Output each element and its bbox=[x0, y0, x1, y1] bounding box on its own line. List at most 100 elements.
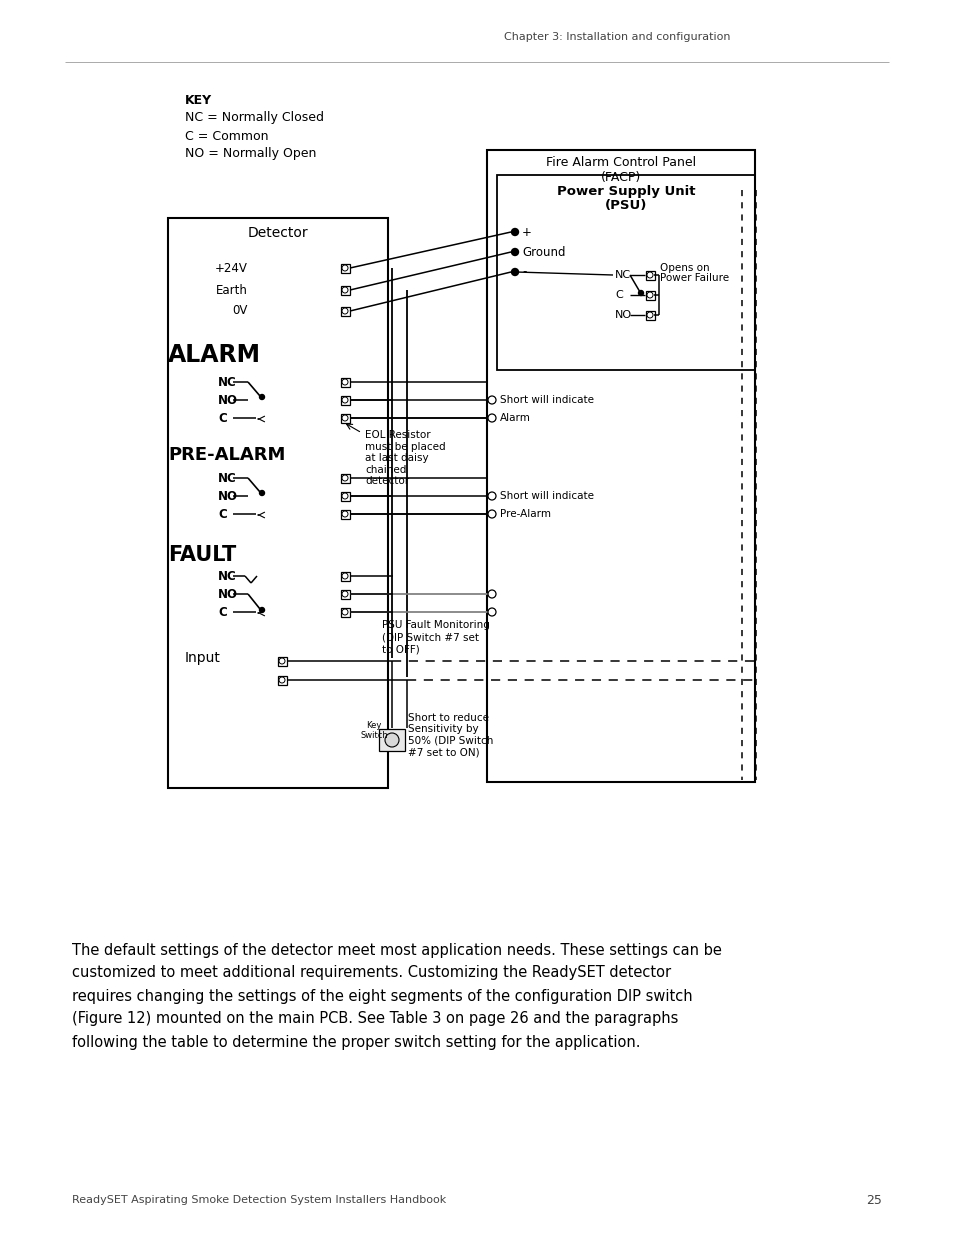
Text: Earth: Earth bbox=[216, 284, 248, 296]
Text: KEY: KEY bbox=[185, 94, 212, 106]
Circle shape bbox=[385, 734, 398, 747]
Text: Chapter 3: Installation and configuration: Chapter 3: Installation and configuratio… bbox=[503, 32, 730, 42]
Circle shape bbox=[259, 394, 264, 399]
Text: NC: NC bbox=[218, 472, 236, 484]
Text: NO: NO bbox=[615, 310, 632, 320]
Text: NO: NO bbox=[218, 394, 237, 406]
Text: C: C bbox=[218, 508, 227, 520]
Circle shape bbox=[341, 511, 348, 517]
Circle shape bbox=[488, 510, 496, 517]
Text: NO = Normally Open: NO = Normally Open bbox=[185, 147, 316, 161]
Text: (DIP Switch #7 set: (DIP Switch #7 set bbox=[381, 632, 478, 642]
Circle shape bbox=[488, 396, 496, 404]
Bar bbox=[168, 219, 388, 788]
Text: Opens on: Opens on bbox=[659, 263, 709, 273]
Text: NC: NC bbox=[615, 270, 631, 280]
Text: +: + bbox=[521, 226, 532, 238]
Text: Pre-Alarm: Pre-Alarm bbox=[499, 509, 551, 519]
Text: PSU Fault Monitoring: PSU Fault Monitoring bbox=[381, 620, 489, 630]
Circle shape bbox=[341, 475, 348, 480]
Text: C: C bbox=[218, 605, 227, 619]
Circle shape bbox=[646, 291, 652, 298]
Circle shape bbox=[341, 308, 348, 314]
Bar bbox=[340, 572, 350, 580]
Bar bbox=[277, 676, 287, 685]
Circle shape bbox=[341, 379, 348, 385]
Text: to OFF): to OFF) bbox=[381, 643, 419, 655]
Bar bbox=[340, 378, 350, 387]
Text: FAULT: FAULT bbox=[168, 545, 236, 564]
Text: (FACP): (FACP) bbox=[600, 170, 640, 184]
Text: The default settings of the detector meet most application needs. These settings: The default settings of the detector mee… bbox=[71, 942, 721, 957]
Bar bbox=[340, 608, 350, 618]
Text: following the table to determine the proper switch setting for the application.: following the table to determine the pro… bbox=[71, 1035, 639, 1050]
Text: C: C bbox=[615, 290, 622, 300]
Text: ALARM: ALARM bbox=[168, 343, 261, 367]
Text: NC = Normally Closed: NC = Normally Closed bbox=[185, 111, 324, 125]
Circle shape bbox=[511, 248, 518, 256]
Bar bbox=[340, 590, 350, 599]
Text: Short to reduce
Sensitivity by
50% (DIP Switch
#7 set to ON): Short to reduce Sensitivity by 50% (DIP … bbox=[408, 713, 493, 757]
Bar bbox=[645, 291, 655, 300]
Text: C: C bbox=[218, 411, 227, 425]
Circle shape bbox=[278, 658, 285, 664]
Bar bbox=[340, 510, 350, 519]
Bar bbox=[340, 308, 350, 316]
Circle shape bbox=[341, 493, 348, 499]
Bar bbox=[340, 414, 350, 424]
Text: customized to meet additional requirements. Customizing the ReadySET detector: customized to meet additional requiremen… bbox=[71, 966, 670, 981]
Circle shape bbox=[488, 492, 496, 500]
Text: Key: Key bbox=[366, 721, 381, 730]
Bar bbox=[497, 175, 754, 370]
Circle shape bbox=[341, 415, 348, 421]
Text: requires changing the settings of the eight segments of the configuration DIP sw: requires changing the settings of the ei… bbox=[71, 988, 692, 1004]
Circle shape bbox=[278, 677, 285, 683]
Bar bbox=[340, 396, 350, 405]
Text: NO: NO bbox=[218, 489, 237, 503]
Text: (PSU): (PSU) bbox=[604, 200, 646, 212]
Circle shape bbox=[646, 312, 652, 317]
Circle shape bbox=[341, 609, 348, 615]
Circle shape bbox=[488, 608, 496, 616]
Text: Alarm: Alarm bbox=[499, 412, 530, 424]
Text: Switch: Switch bbox=[359, 730, 388, 740]
Text: Detector: Detector bbox=[248, 226, 308, 240]
Text: Input: Input bbox=[185, 651, 221, 664]
Circle shape bbox=[259, 490, 264, 495]
Circle shape bbox=[341, 573, 348, 579]
Circle shape bbox=[341, 287, 348, 293]
Bar bbox=[486, 149, 754, 782]
Bar bbox=[340, 264, 350, 273]
Text: -: - bbox=[521, 266, 526, 279]
Text: Power Failure: Power Failure bbox=[659, 273, 728, 283]
Text: 25: 25 bbox=[865, 1193, 882, 1207]
Bar bbox=[645, 311, 655, 320]
Bar bbox=[340, 287, 350, 295]
Circle shape bbox=[638, 290, 643, 295]
Bar bbox=[277, 657, 287, 666]
Bar bbox=[378, 729, 405, 751]
Text: C = Common: C = Common bbox=[185, 130, 268, 142]
Circle shape bbox=[259, 608, 264, 613]
Text: Power Supply Unit: Power Supply Unit bbox=[557, 184, 695, 198]
Circle shape bbox=[646, 272, 652, 278]
Text: NC: NC bbox=[218, 569, 236, 583]
Bar bbox=[340, 492, 350, 501]
Text: ReadySET Aspirating Smoke Detection System Installers Handbook: ReadySET Aspirating Smoke Detection Syst… bbox=[71, 1195, 446, 1205]
Circle shape bbox=[341, 592, 348, 597]
Text: NC: NC bbox=[218, 375, 236, 389]
Text: EOL Resistor
must be placed
at last daisy
chained
detector: EOL Resistor must be placed at last dais… bbox=[365, 430, 445, 487]
Text: +24V: +24V bbox=[214, 262, 248, 274]
Text: (Figure 12) mounted on the main PCB. See Table 3 on page 26 and the paragraphs: (Figure 12) mounted on the main PCB. See… bbox=[71, 1011, 678, 1026]
Circle shape bbox=[341, 266, 348, 270]
Bar bbox=[340, 474, 350, 483]
Text: NO: NO bbox=[218, 588, 237, 600]
Circle shape bbox=[341, 396, 348, 403]
Text: 0V: 0V bbox=[233, 305, 248, 317]
Text: PRE-ALARM: PRE-ALARM bbox=[168, 446, 285, 464]
Text: Ground: Ground bbox=[521, 246, 565, 258]
Text: Short will indicate: Short will indicate bbox=[499, 492, 594, 501]
Bar bbox=[645, 270, 655, 280]
Text: Fire Alarm Control Panel: Fire Alarm Control Panel bbox=[545, 157, 696, 169]
Circle shape bbox=[511, 268, 518, 275]
